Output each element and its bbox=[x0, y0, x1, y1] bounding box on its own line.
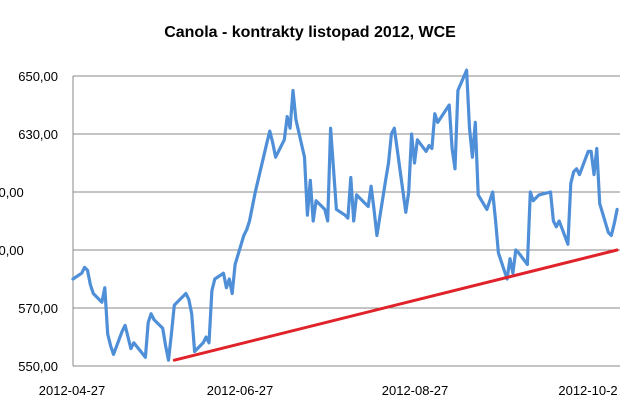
y-tick-label: 610,00 bbox=[0, 185, 24, 200]
gridlines bbox=[72, 75, 620, 367]
x-axis-ticks: 2012-04-27 2012-06-27 2012-08-27 2012-10-2 bbox=[39, 383, 618, 398]
y-tick-label: 570,00 bbox=[18, 301, 58, 316]
x-tick-label: 2012-04-27 bbox=[39, 383, 106, 398]
x-tick-label: 2012-10-2 bbox=[558, 383, 617, 398]
price-series-line bbox=[71, 68, 619, 362]
y-tick-label: 550,00 bbox=[18, 359, 58, 374]
y-tick-label: 590,00 bbox=[0, 243, 24, 258]
series-layer bbox=[71, 68, 619, 362]
y-axis-ticks: 650,00 630,00 610,00 590,00 570,00 550,00 bbox=[0, 69, 58, 374]
chart-title: Canola - kontrakty listopad 2012, WCE bbox=[164, 24, 456, 41]
x-tick-label: 2012-08-27 bbox=[382, 383, 449, 398]
y-tick-label: 650,00 bbox=[18, 69, 58, 84]
trend-line bbox=[172, 248, 619, 362]
x-tick-label: 2012-06-27 bbox=[207, 383, 274, 398]
y-tick-label: 630,00 bbox=[18, 127, 58, 142]
